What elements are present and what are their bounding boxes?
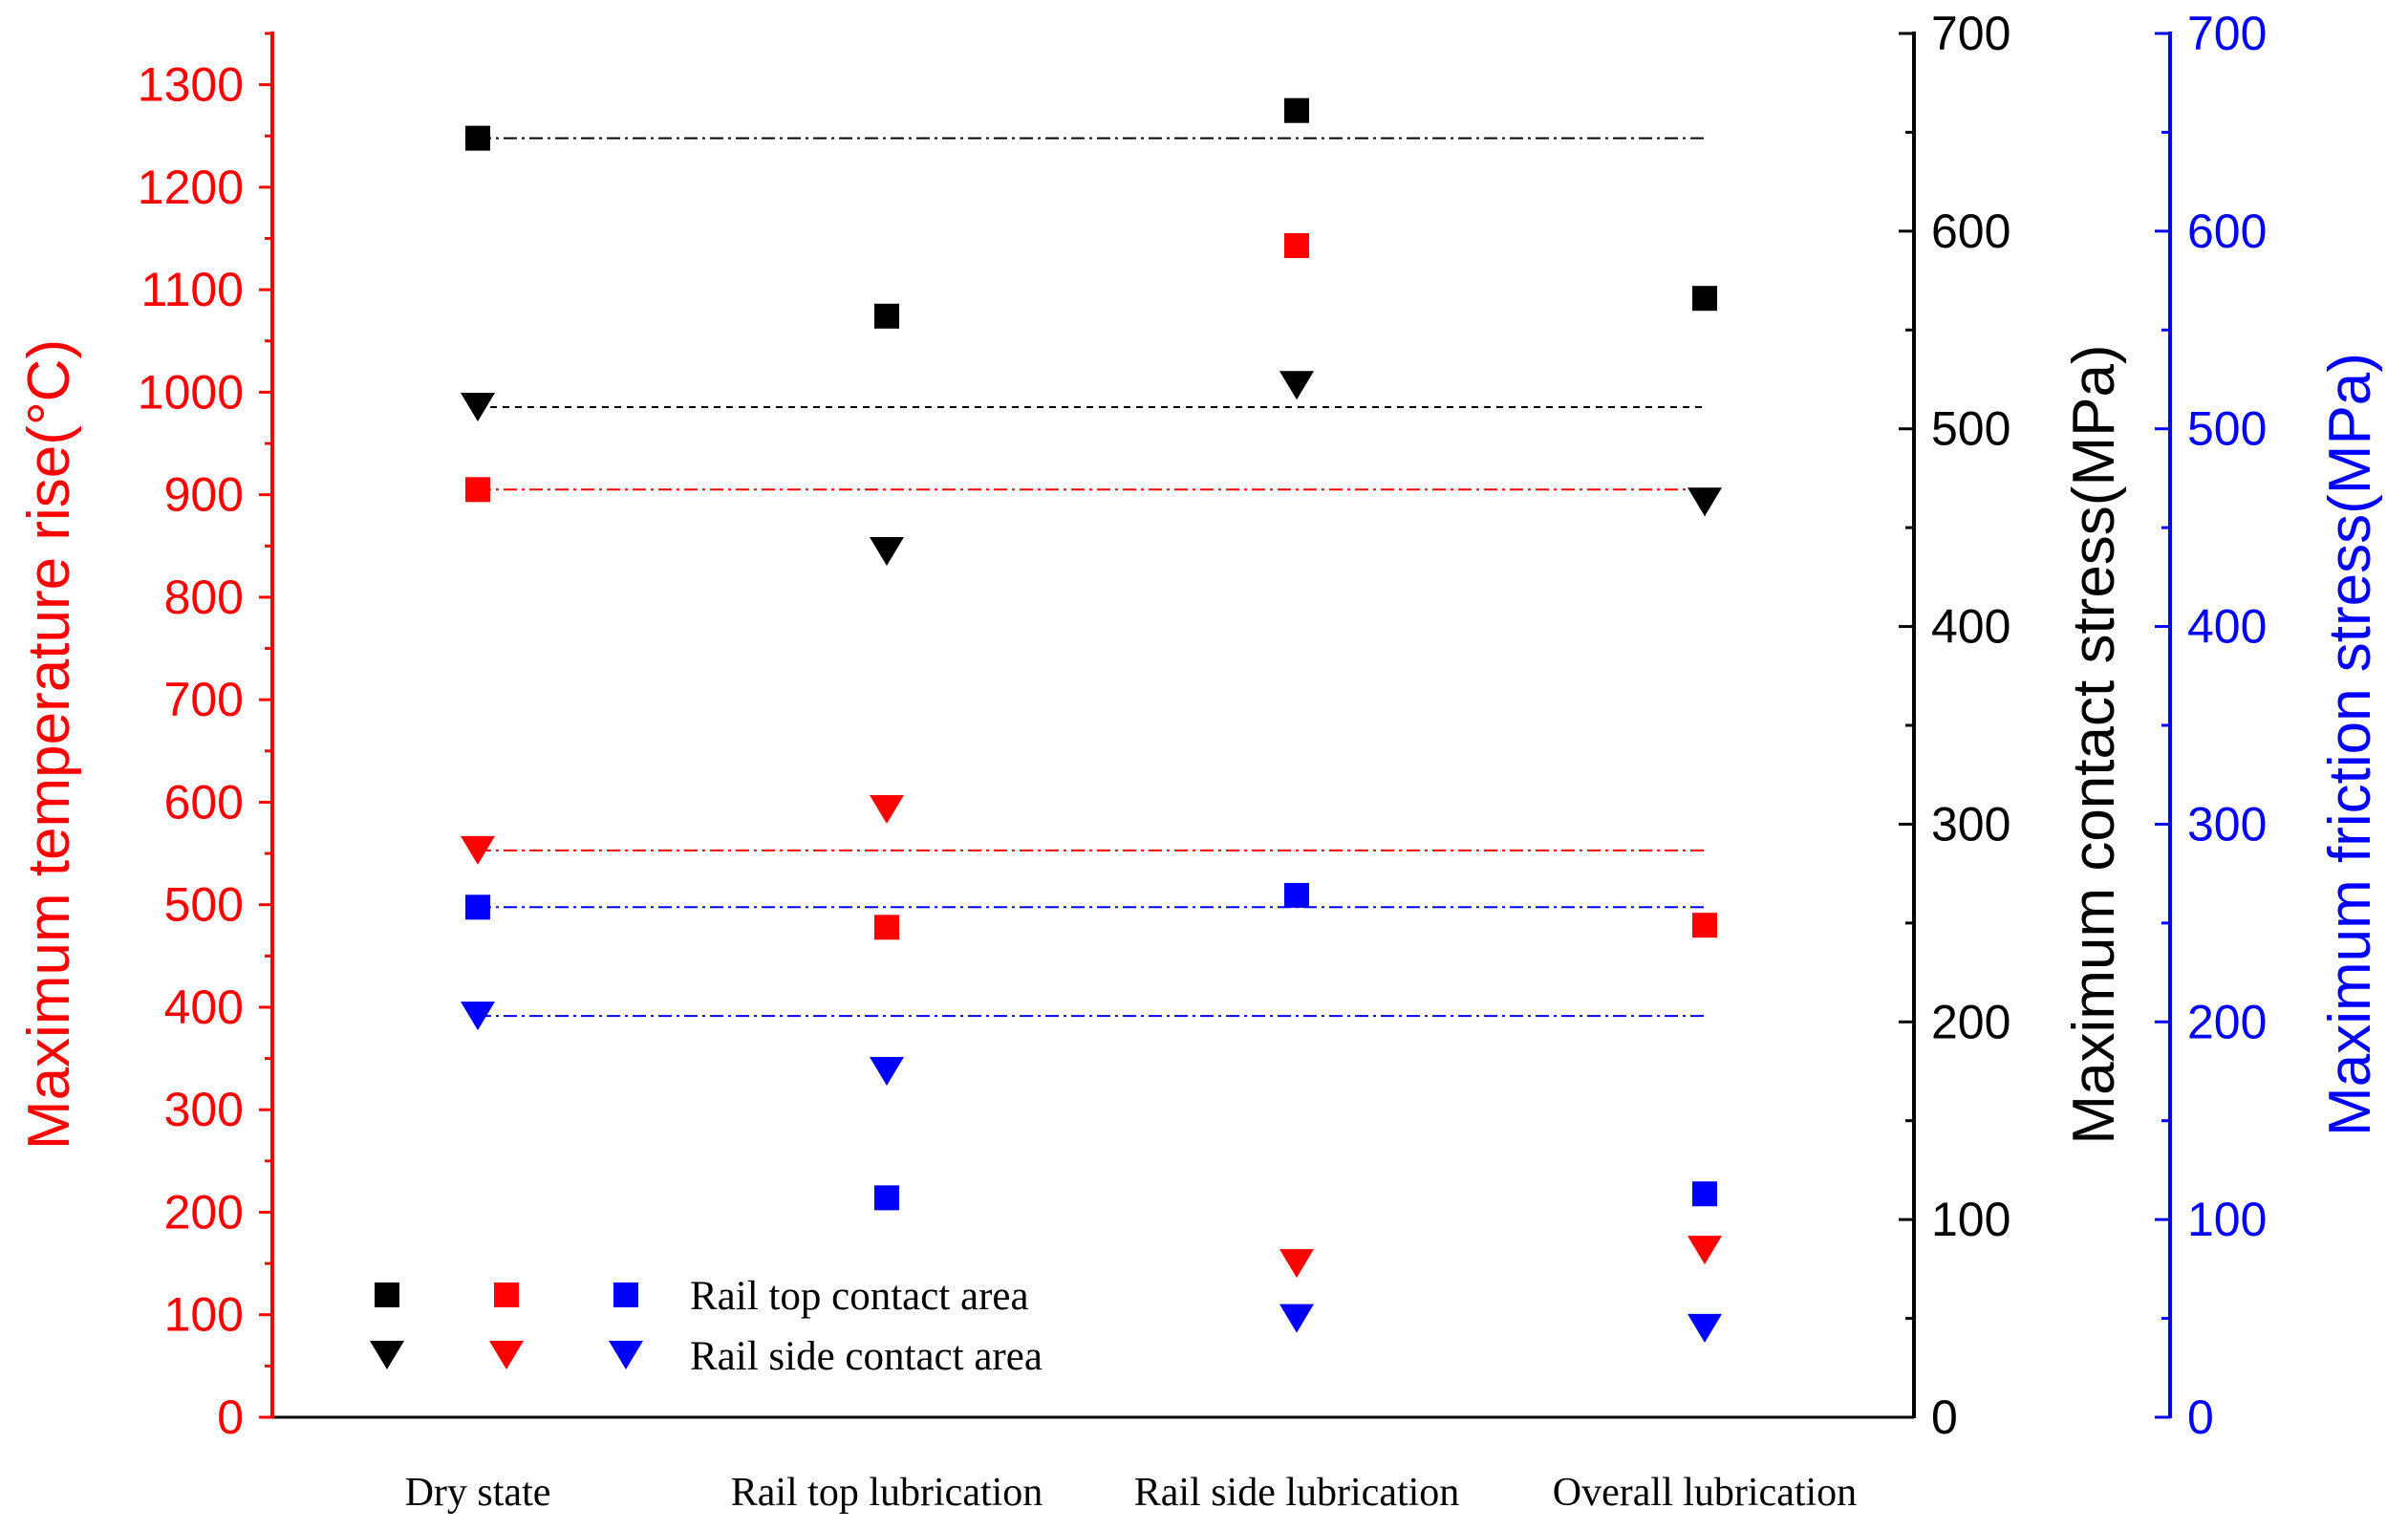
legend-square-marker bbox=[613, 1282, 638, 1307]
legend: Rail top contact area Rail side contact a… bbox=[370, 1274, 1043, 1379]
left-axis-tick-label: 1000 bbox=[138, 365, 244, 419]
contact-axis-tick-label: 0 bbox=[1931, 1390, 1958, 1444]
left-axis-tick-label: 800 bbox=[164, 571, 244, 624]
data-point-triangle bbox=[461, 393, 495, 421]
data-point-square bbox=[1692, 913, 1717, 937]
data-point-square bbox=[465, 894, 490, 919]
contact-axis-tick-label: 200 bbox=[1931, 995, 2010, 1048]
legend-square-marker bbox=[494, 1282, 519, 1307]
data-point-triangle bbox=[1688, 1236, 1722, 1264]
category-label: Dry state bbox=[405, 1471, 551, 1515]
left-axis-tick-label: 100 bbox=[164, 1288, 244, 1342]
left-axis-tick-label: 300 bbox=[164, 1083, 244, 1136]
contact-axis-tick-label: 300 bbox=[1931, 797, 2010, 851]
left-axis-title: Maximum temperature rise(°C) bbox=[16, 339, 82, 1150]
data-point-square bbox=[1692, 286, 1717, 311]
left-axis-tick-label: 900 bbox=[164, 468, 244, 522]
data-point-triangle bbox=[870, 1057, 904, 1086]
friction-axis-title: Maximum friction stress(MPa) bbox=[2317, 353, 2383, 1136]
data-point-square bbox=[1692, 1181, 1717, 1206]
data-point-triangle bbox=[1279, 1304, 1314, 1333]
data-markers bbox=[461, 98, 1722, 1343]
data-point-square bbox=[1284, 233, 1309, 258]
axes-layer bbox=[259, 32, 2170, 1418]
legend-triangle-marker bbox=[370, 1341, 404, 1369]
friction-axis-tick-label: 400 bbox=[2187, 600, 2267, 654]
data-point-triangle bbox=[1279, 1249, 1314, 1278]
legend-triangle-marker bbox=[609, 1341, 643, 1369]
friction-axis-tick-label: 100 bbox=[2187, 1193, 2267, 1246]
contact-axis-tick-label: 100 bbox=[1931, 1193, 2010, 1246]
left-axis-tick-label: 500 bbox=[164, 878, 244, 932]
category-label: Overall lubrication bbox=[1553, 1471, 1857, 1515]
reference-lines bbox=[478, 139, 1705, 1016]
friction-axis-tick-label: 200 bbox=[2187, 995, 2267, 1048]
data-point-square bbox=[874, 1185, 899, 1210]
left-axis-tick-label: 1300 bbox=[138, 58, 244, 112]
data-point-triangle bbox=[1688, 487, 1722, 516]
left-axis-tick-label: 700 bbox=[164, 673, 244, 726]
category-label: Rail top lubrication bbox=[731, 1471, 1043, 1515]
left-axis-tick-label: 200 bbox=[164, 1185, 244, 1239]
contact-axis-tick-label: 600 bbox=[1931, 205, 2010, 258]
left-axis-tick-label: 1200 bbox=[138, 161, 244, 214]
data-point-triangle bbox=[870, 537, 904, 566]
legend-square-marker bbox=[375, 1282, 399, 1307]
data-point-square bbox=[1284, 883, 1309, 908]
legend-label: Rail side contact area bbox=[690, 1334, 1043, 1379]
friction-axis-tick-label: 500 bbox=[2187, 402, 2267, 456]
contact-axis-title: Maximum contact stress(MPa) bbox=[2061, 344, 2127, 1144]
legend-triangle-marker bbox=[489, 1341, 524, 1369]
contact-axis-tick-label: 400 bbox=[1931, 600, 2010, 654]
left-axis-tick-label: 600 bbox=[164, 775, 244, 829]
data-point-square bbox=[874, 304, 899, 329]
data-point-square bbox=[1284, 98, 1309, 123]
friction-axis-tick-label: 700 bbox=[2187, 7, 2267, 60]
left-axis-tick-label: 400 bbox=[164, 980, 244, 1034]
data-point-square bbox=[465, 126, 490, 151]
data-point-square bbox=[465, 477, 490, 502]
left-axis-tick-label: 1100 bbox=[140, 263, 244, 316]
left-axis-tick-label: 0 bbox=[217, 1390, 244, 1444]
category-label: Rail side lubrication bbox=[1134, 1471, 1460, 1515]
friction-axis-tick-label: 0 bbox=[2187, 1390, 2214, 1444]
chart: Rail top contact area Rail side contact a… bbox=[0, 0, 2408, 1530]
contact-axis-tick-label: 500 bbox=[1931, 402, 2010, 456]
friction-axis-tick-label: 600 bbox=[2187, 205, 2267, 258]
contact-axis-tick-label: 700 bbox=[1931, 7, 2010, 60]
legend-label: Rail top contact area bbox=[690, 1274, 1029, 1319]
data-point-square bbox=[874, 915, 899, 939]
labels: 0100200300400500600700800900100011001200… bbox=[16, 7, 2383, 1515]
friction-axis-tick-label: 300 bbox=[2187, 797, 2267, 851]
data-point-triangle bbox=[870, 795, 904, 824]
data-point-triangle bbox=[1688, 1314, 1722, 1343]
data-point-triangle bbox=[1279, 371, 1314, 399]
